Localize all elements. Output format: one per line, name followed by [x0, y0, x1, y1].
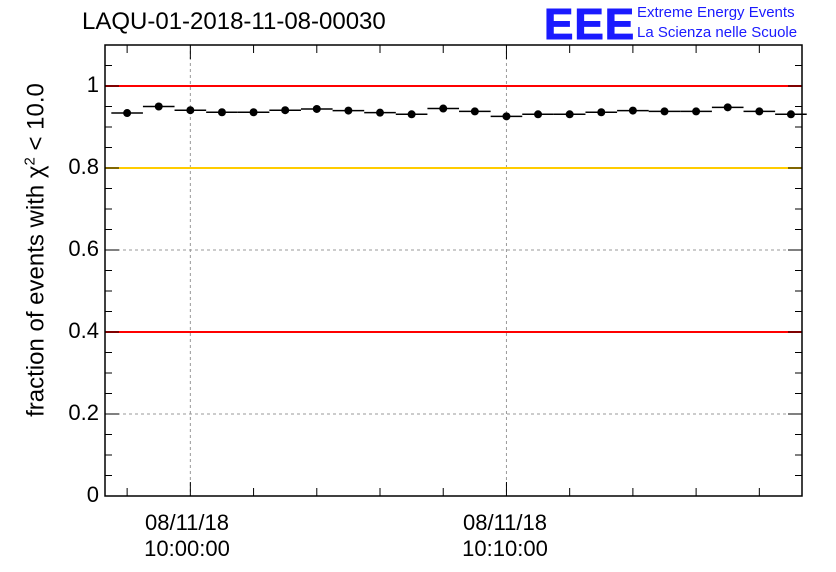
y-tick-label: 0.6 [68, 236, 99, 261]
data-point [660, 107, 669, 116]
data-point [534, 110, 543, 119]
data-point [502, 112, 511, 121]
data-point [123, 109, 132, 118]
data-point [281, 106, 290, 115]
data-point [628, 106, 637, 115]
data-point [786, 110, 795, 119]
data-point [186, 106, 195, 115]
data-point [249, 108, 258, 117]
logo-line-1: Extreme Energy Events [637, 4, 795, 21]
data-point [755, 107, 764, 116]
logo-line-2: La Scienza nelle Scuole [637, 24, 798, 41]
x-tick-time-1: 10:10:00 [462, 536, 548, 561]
data-point [470, 107, 479, 116]
y-tick-label: 0.2 [68, 400, 99, 425]
data-point [565, 110, 574, 119]
data-point [376, 108, 385, 117]
data-point [154, 102, 163, 111]
data-point [723, 103, 732, 112]
data-point [439, 104, 448, 113]
y-tick-label: 0.8 [68, 154, 99, 179]
eee-logo: EEE [543, 0, 636, 50]
chart-title: LAQU-01-2018-11-08-00030 [82, 8, 386, 35]
x-tick-label-0: 08/11/18 10:00:00 [117, 510, 257, 562]
data-point [597, 108, 606, 117]
data-point [344, 106, 353, 115]
x-tick-time-0: 10:00:00 [144, 536, 230, 561]
x-tick-date-1: 08/11/18 [462, 510, 547, 535]
x-tick-date-0: 08/11/18 [144, 510, 229, 535]
data-point [312, 104, 321, 113]
data-point [407, 110, 416, 119]
data-point [692, 107, 701, 116]
y-tick-label: 1 [86, 72, 99, 97]
x-tick-label-1: 08/11/18 10:10:00 [435, 510, 575, 562]
y-tick-label: 0.4 [68, 318, 99, 343]
data-point [217, 108, 226, 117]
y-tick-label: 0 [86, 482, 99, 507]
